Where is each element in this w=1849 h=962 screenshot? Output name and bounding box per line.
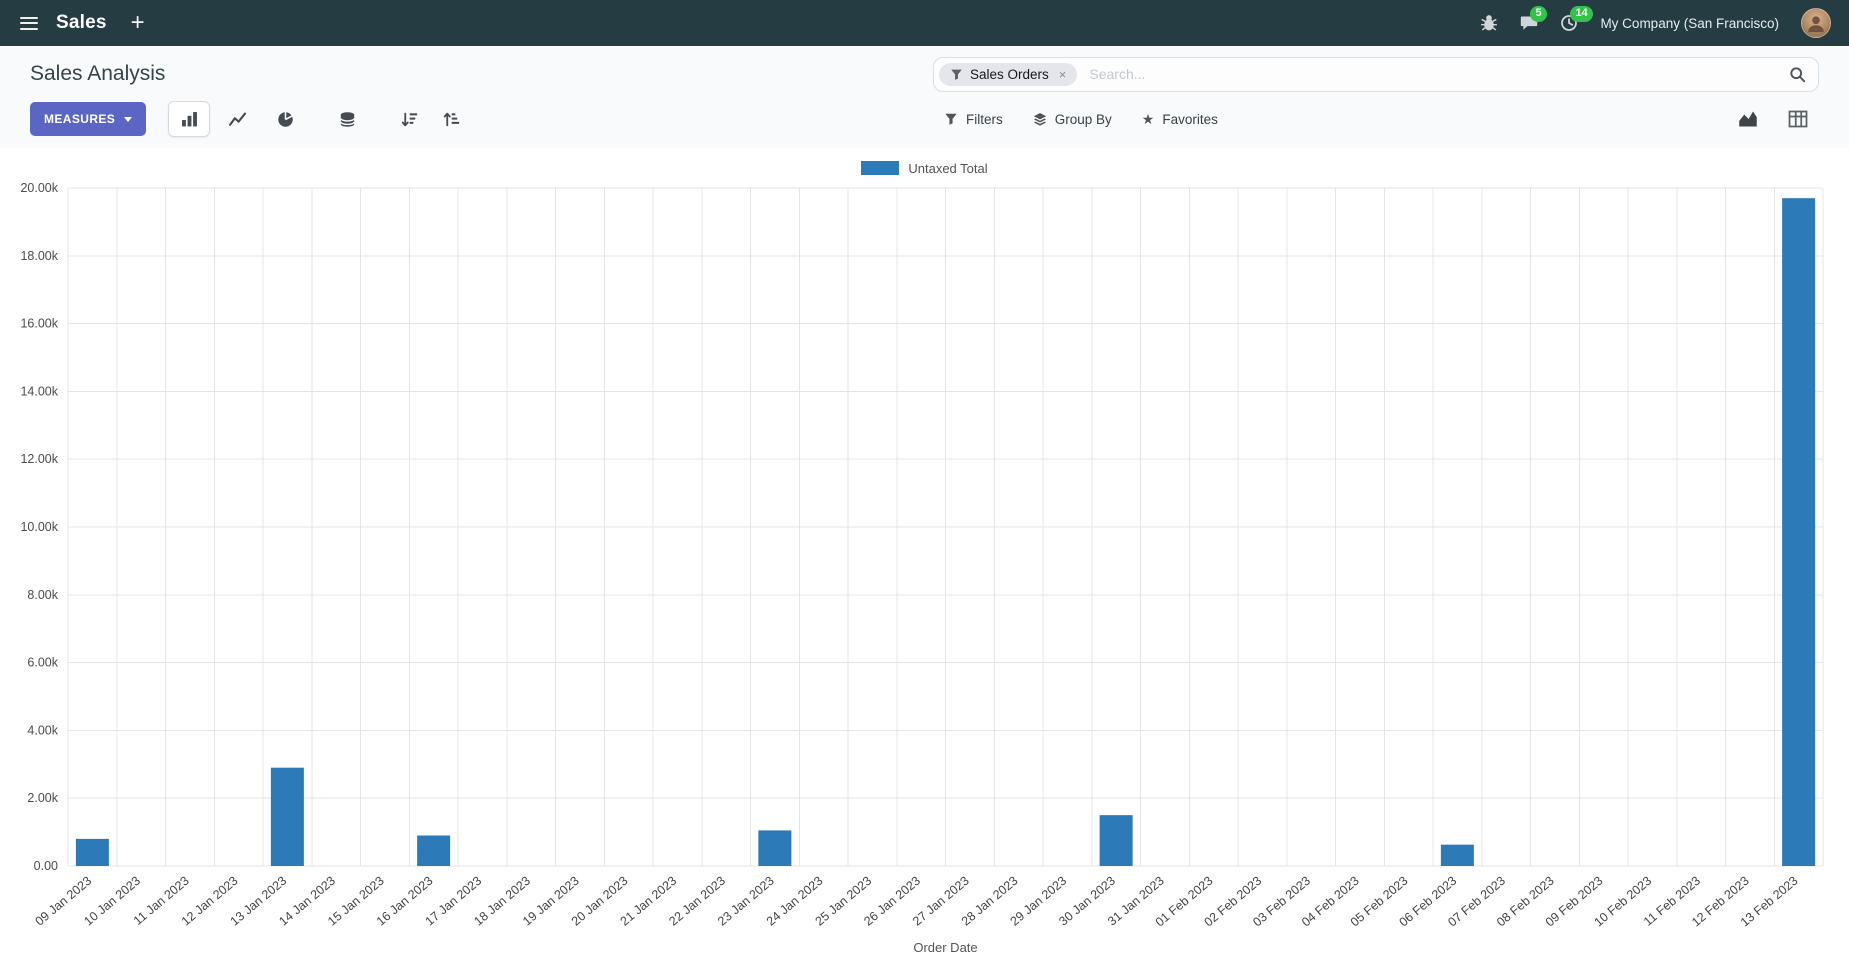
search-facet-label: Sales Orders [970, 66, 1049, 82]
chart-area: Untaxed Total 0.00 2.00k 4.00k 6.00k 8.00k 10… [0, 148, 1849, 962]
messages-icon[interactable]: 5 [1520, 6, 1547, 32]
filter-funnel-icon [945, 113, 957, 125]
bar-chart-type-button[interactable] [168, 101, 211, 137]
search-bar[interactable]: Sales Orders × [933, 56, 1819, 92]
page-title: Sales Analysis [30, 62, 166, 85]
pivot-table-icon [1788, 110, 1808, 128]
sort-descending-button[interactable] [388, 101, 430, 137]
area-chart-icon [1739, 111, 1757, 127]
sort-ascending-icon [443, 112, 459, 126]
user-avatar[interactable] [1801, 8, 1831, 38]
svg-text:8.00k: 8.00k [27, 588, 58, 602]
measures-label: MEASURES [44, 112, 116, 126]
filters-button[interactable]: Filters [944, 112, 1003, 127]
star-icon: ★ [1141, 111, 1155, 127]
graph-toolbar: MEASURES [30, 101, 472, 137]
svg-text:6.00k: 6.00k [27, 656, 58, 670]
bar-chart[interactable]: 0.00 2.00k 4.00k 6.00k 8.00k 10.00k 12.00k 14.0… [0, 180, 1849, 962]
svg-text:12.00k: 12.00k [20, 452, 58, 466]
group-by-button[interactable]: Group By [1033, 112, 1112, 127]
apps-menu-icon[interactable] [18, 13, 40, 34]
search-options: Filters Group By ★ Favorites [944, 112, 1218, 127]
chevron-down-icon [124, 116, 133, 122]
svg-text:14.00k: 14.00k [20, 384, 58, 398]
graph-view-button[interactable] [1727, 101, 1769, 137]
activities-clock-icon[interactable]: 14 [1560, 6, 1593, 32]
pie-chart-icon [277, 111, 293, 127]
search-facet[interactable]: Sales Orders × [939, 62, 1078, 86]
stacked-database-icon [339, 111, 355, 127]
favorites-button[interactable]: ★ Favorites [1142, 112, 1218, 127]
pivot-view-button[interactable] [1777, 101, 1819, 137]
new-plus-icon[interactable]: + [130, 9, 145, 36]
debug-bug-icon[interactable] [1480, 14, 1498, 32]
messages-badge: 5 [1530, 6, 1547, 22]
svg-text:16.00k: 16.00k [20, 317, 58, 331]
search-input[interactable] [1087, 65, 1779, 83]
facet-remove-icon[interactable]: × [1058, 66, 1067, 82]
control-panel: Sales Analysis Sales Orders × MEASURES [0, 46, 1849, 148]
navbar-systray: 5 14 My Company (San Francisco) [1480, 6, 1831, 38]
sort-ascending-button[interactable] [430, 101, 472, 137]
sort-descending-icon [401, 112, 417, 126]
favorites-label: Favorites [1162, 111, 1218, 127]
stacked-toggle-button[interactable] [326, 101, 368, 137]
pie-chart-type-button[interactable] [264, 101, 306, 137]
company-switcher[interactable]: My Company (San Francisco) [1600, 15, 1779, 31]
legend-label: Untaxed Total [908, 160, 988, 176]
filters-label: Filters [966, 111, 1003, 127]
group-by-label: Group By [1054, 111, 1112, 127]
line-chart-type-button[interactable] [216, 101, 258, 137]
top-navbar: Sales + 5 14 My Company (San Francisco) [0, 0, 1849, 46]
measures-button[interactable]: MEASURES [30, 102, 147, 136]
layers-icon [1033, 113, 1046, 126]
app-name[interactable]: Sales [56, 12, 107, 33]
activities-badge: 14 [1570, 6, 1593, 22]
svg-text:Order Date: Order Date [913, 940, 977, 955]
bar-chart-icon [181, 111, 197, 126]
svg-text:0.00: 0.00 [34, 859, 58, 873]
search-icon[interactable] [1789, 66, 1806, 83]
svg-text:10.00k: 10.00k [20, 520, 58, 534]
svg-text:18.00k: 18.00k [20, 249, 58, 263]
legend-swatch [861, 161, 900, 175]
view-switcher [1727, 101, 1819, 137]
svg-text:4.00k: 4.00k [27, 723, 58, 737]
chart-legend[interactable]: Untaxed Total [0, 156, 1849, 180]
line-chart-icon [228, 112, 246, 126]
filter-funnel-icon [951, 69, 962, 80]
svg-text:20.00k: 20.00k [20, 181, 58, 195]
svg-text:2.00k: 2.00k [27, 791, 58, 805]
